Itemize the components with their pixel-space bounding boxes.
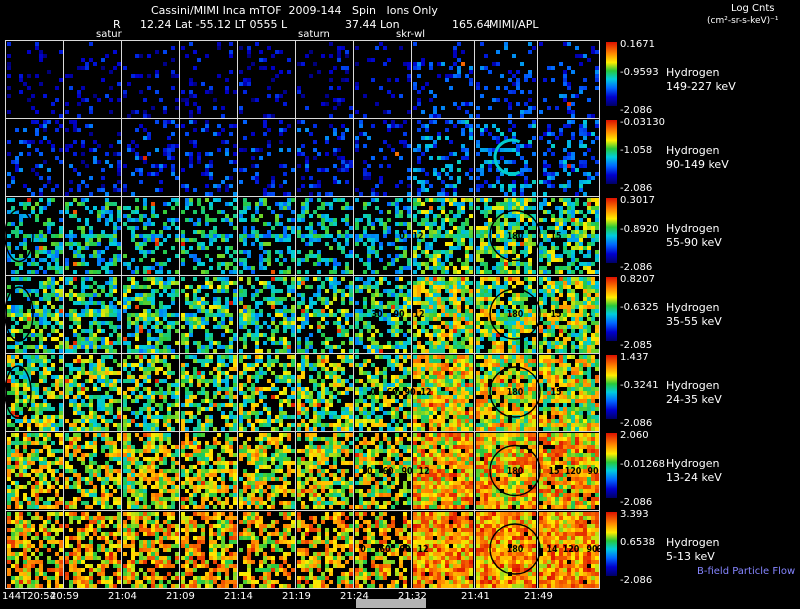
- colorbar-mid-label: -0.9593: [620, 67, 659, 78]
- colorbar-max-label: 1.437: [620, 352, 649, 363]
- mimi-apl-label: MIMI/APL: [489, 18, 539, 31]
- colorbar-min-label: -2.086: [620, 262, 653, 273]
- species-label: Hydrogen: [666, 144, 720, 157]
- colorbar-max-label: 0.8207: [620, 274, 655, 285]
- colorbar-row-6: [606, 433, 617, 498]
- colorbar-mid-label: -1.058: [620, 145, 653, 156]
- colorbar-min-label: -2.086: [620, 183, 653, 194]
- species-label: Hydrogen: [666, 457, 720, 470]
- pointing-label-saturn-2: saturn: [298, 29, 330, 40]
- colorbar-row-2: [606, 120, 617, 184]
- ephemeris-r-label: R: [113, 18, 121, 31]
- energy-range-label: 35-55 keV: [666, 315, 722, 328]
- energy-range-label: 55-90 keV: [666, 236, 722, 249]
- species-label: Hydrogen: [666, 66, 720, 79]
- energy-range-label: 149-227 keV: [666, 80, 736, 93]
- colorbar-max-label: 0.3017: [620, 195, 655, 206]
- colorbar-row-4: [606, 277, 617, 341]
- colorbar-mid-label: -0.6325: [620, 302, 659, 313]
- energy-range-label: 24-35 keV: [666, 393, 722, 406]
- species-label: Hydrogen: [666, 379, 720, 392]
- energy-range-label: 90-149 keV: [666, 158, 729, 171]
- colorbar-max-label: 3.393: [620, 509, 649, 520]
- colorbar-min-label: -2.086: [620, 105, 653, 116]
- time-tick-label-7: 21:32: [398, 591, 427, 602]
- colorbar-max-label: 0.1671: [620, 39, 655, 50]
- colorbar-row-3: [606, 198, 617, 263]
- time-tick-label-6: 21:24: [340, 591, 369, 602]
- energy-range-label: 13-24 keV: [666, 471, 722, 484]
- skymap-row-1-canvas: [5, 40, 600, 118]
- skymap-row-7-canvas: [5, 510, 600, 588]
- ephemeris-lon-label: 37.44 Lon: [345, 18, 400, 31]
- species-label: Hydrogen: [666, 536, 720, 549]
- pointing-label-3: skr-wl: [396, 29, 426, 40]
- colorbar-row-1: [606, 42, 617, 106]
- time-tick-label-9: 21:49: [524, 591, 553, 602]
- time-tick-label-3: 21:09: [166, 591, 195, 602]
- skymap-row-5-canvas: [5, 353, 600, 431]
- colorbar-mid-label: -0.8920: [620, 224, 659, 235]
- skymap-row-3-canvas: [5, 196, 600, 275]
- page-title: Cassini/MIMI Inca mTOF 2009-144 Spin Ion…: [151, 4, 438, 17]
- colorbar-row-5: [606, 355, 617, 419]
- ephemeris-lon-value: 165.64: [452, 18, 491, 31]
- ephemeris-values: 12.24 Lat -55.12 LT 0555 L: [140, 18, 288, 31]
- colorbar-mid-label: 0.6538: [620, 537, 655, 548]
- species-label: Hydrogen: [666, 222, 720, 235]
- skymap-row-2-canvas: [5, 118, 600, 196]
- energy-range-label: 5-13 keV: [666, 550, 715, 563]
- time-tick-label-5: 21:19: [282, 591, 311, 602]
- time-tick-label-1: 20:59: [50, 591, 79, 602]
- species-label: Hydrogen: [666, 301, 720, 314]
- time-tick-label-0: 144T20:54: [2, 591, 57, 602]
- colorbar-row-7: [606, 512, 617, 576]
- time-tick-label-8: 21:41: [461, 591, 490, 602]
- skymap-row-4-canvas: [5, 275, 600, 353]
- bfield-particle-flow-label: B-field Particle Flow: [697, 566, 796, 577]
- bottom-scrollbar-thumb[interactable]: [356, 599, 426, 608]
- colorbar-max-label: -0.03130: [620, 117, 665, 128]
- colorbar-max-label: 2.060: [620, 430, 649, 441]
- colorbar-mid-label: -0.3241: [620, 380, 659, 391]
- log-counts-label: Log Cnts: [731, 3, 775, 14]
- log-counts-units: (cm²-sr-s-keV)⁻¹: [707, 16, 779, 26]
- skymap-row-6-canvas: [5, 431, 600, 510]
- colorbar-min-label: -2.086: [620, 497, 653, 508]
- colorbar-mid-label: -0.01268: [620, 459, 665, 470]
- time-axis-line: [5, 588, 600, 589]
- colorbar-min-label: -2.086: [620, 418, 653, 429]
- pointing-label-saturn-1: satur: [96, 29, 122, 40]
- time-tick-label-4: 21:14: [224, 591, 253, 602]
- time-tick-label-2: 21:04: [108, 591, 137, 602]
- colorbar-min-label: -2.086: [620, 575, 653, 586]
- colorbar-min-label: -2.085: [620, 340, 653, 351]
